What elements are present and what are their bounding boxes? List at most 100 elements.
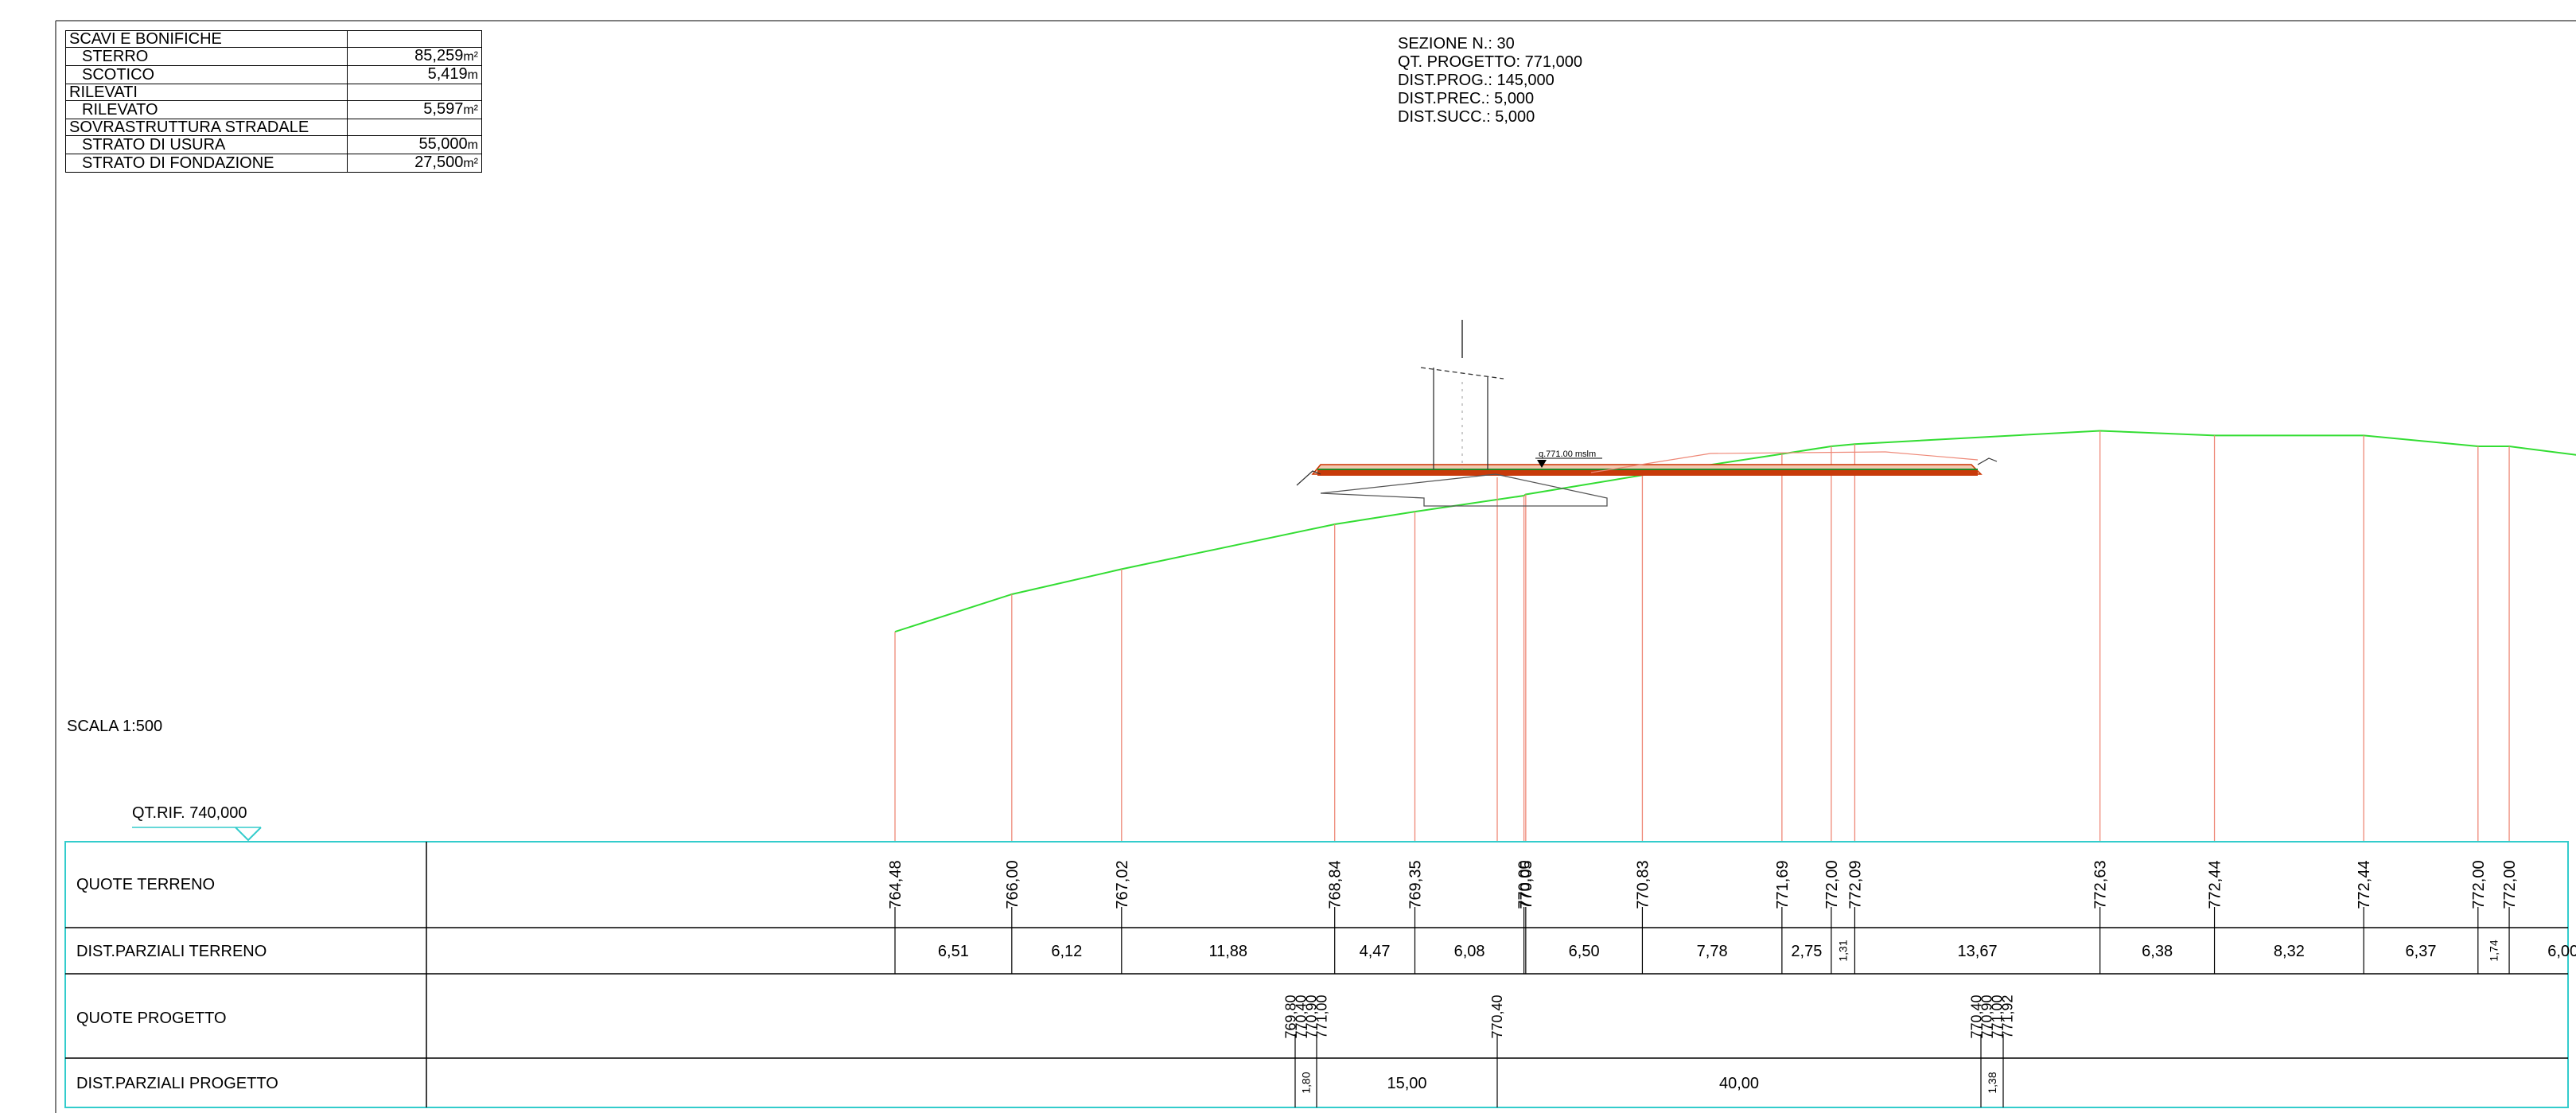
cut-right-line <box>1885 451 1979 461</box>
terrain-elevation-label: 764,48 <box>887 860 905 909</box>
quantity-number: 5,597 <box>423 100 464 118</box>
terrain-elevation-label: 772,00 <box>2470 860 2488 909</box>
terrain-elevation-label: 770,00 <box>1516 860 1534 909</box>
terrain-elevation-label: 766,00 <box>1004 860 1021 909</box>
quantity-category-row: SOVRASTRUTTURA STRADALE <box>65 119 482 136</box>
quantity-value: 27,500m² <box>347 154 482 173</box>
quantity-value: 85,259m² <box>347 47 482 66</box>
design-distance-label: 1,80 <box>1300 1072 1313 1093</box>
design-elevation-label: 771,00 <box>1990 994 2006 1038</box>
quantity-label: STERRO <box>65 47 348 66</box>
quantity-unit: m² <box>463 157 478 170</box>
quantity-number: 5,419 <box>427 65 468 83</box>
quantity-label: RILEVATO <box>65 100 348 119</box>
reference-level-label: QT.RIF. 740,000 <box>132 804 247 822</box>
quantity-row: SCOTICO 5,419m <box>65 65 482 84</box>
quantity-unit: m <box>467 138 478 152</box>
right-embankment-edge <box>1977 457 1998 465</box>
road-structure: q.771.00 mslm <box>1296 320 1998 507</box>
level-marker-icon <box>1537 460 1547 468</box>
design-elevation-label: 769,80 <box>1283 994 1299 1038</box>
quantity-unit: m <box>467 68 478 82</box>
terrain-distance-label: 4,47 <box>1360 943 1391 960</box>
quantity-label: STRATO DI FONDAZIONE <box>65 154 348 173</box>
quantity-label: SCAVI E BONIFICHE <box>65 30 348 48</box>
quantity-unit: m² <box>463 50 478 64</box>
left-embankment-edge <box>1296 470 1321 486</box>
terrain-distance-label: 6,12 <box>1051 943 1082 960</box>
terrain-distance-label: 13,67 <box>1958 943 1998 960</box>
design-elevation-label: 771,92 <box>2000 994 2016 1038</box>
axis-dashed-line <box>1420 367 1504 379</box>
design-elevation-label: 770,40 <box>1294 994 1309 1038</box>
section-info: SEZIONE N.: 30 QT. PROGETTO: 771,000 DIS… <box>1398 35 1582 126</box>
quantity-category-row: RILEVATI <box>65 84 482 101</box>
quantity-number: 55,000 <box>418 135 468 153</box>
band-label-quote-terreno: QUOTE TERRENO <box>76 876 215 893</box>
slab-left-line <box>1320 473 1496 494</box>
terrain-elevation-label: 767,02 <box>1114 860 1131 909</box>
terrain-verticals <box>894 430 2510 842</box>
terrain-distance-label: 6,08 <box>1454 943 1485 960</box>
design-elevation-label: 770,90 <box>1304 994 1320 1038</box>
terrain-distance-label: 6,51 <box>938 943 969 960</box>
slab-outline <box>1320 473 1608 507</box>
terrain-elevation-label: 770,05 <box>1518 860 1535 909</box>
cut-slope-line <box>1590 453 1711 473</box>
band-label-dist-progetto: DIST.PARZIALI PROGETTO <box>76 1075 278 1092</box>
terrain-distance-label: 8,32 <box>2274 943 2305 960</box>
quantities-table: SCAVI E BONIFICHE STERRO 85,259m² SCOTICO 5,… <box>65 30 482 173</box>
band-table: QUOTE TERRENO DIST.PARZIALI TERRENO QUOT… <box>64 841 2576 1108</box>
road-level-label: q.771.00 mslm <box>1539 449 1596 459</box>
quantity-number: 85,259 <box>414 47 464 64</box>
quantity-unit: m² <box>463 103 478 117</box>
design-distance-label: 1,38 <box>1986 1072 1998 1093</box>
quantity-value: 5,419m <box>347 65 482 84</box>
cut-top-line <box>1710 451 1886 454</box>
design-elevation-label: 771,00 <box>1314 994 1330 1038</box>
terrain-elevation-label: 771,69 <box>1774 860 1792 909</box>
terrain-elevation-label: 772,44 <box>2356 860 2373 909</box>
terrain-elevation-label: 768,84 <box>1327 860 1344 909</box>
terrain-elevation-label: 772,00 <box>2501 860 2519 909</box>
quantity-label: RILEVATI <box>65 84 348 101</box>
design-elevation-label: 770,90 <box>1979 994 1995 1038</box>
design-distance-label: 40,00 <box>1719 1075 1759 1092</box>
terrain-elevation-label: 772,09 <box>1846 860 1864 909</box>
terrain-band-values: 764,48 766,00 767,02 768,84 769,35 770,00770,… <box>887 860 2576 974</box>
terrain-distance-label: 1,31 <box>1837 940 1850 961</box>
quantity-value <box>347 30 482 48</box>
design-elevation-label: 770,40 <box>1969 994 1985 1038</box>
quantity-row: STRATO DI USURA 55,000m <box>65 135 482 154</box>
terrain-distance-label: 6,00 <box>2547 943 2576 960</box>
quantity-number: 27,500 <box>414 154 464 171</box>
quantity-label: SCOTICO <box>65 65 348 84</box>
terrain-profile-line <box>894 430 2576 633</box>
previous-distance: DIST.PREC.: 5,000 <box>1398 90 1535 107</box>
design-distance-label: 15,00 <box>1387 1075 1426 1092</box>
quantity-label: SOVRASTRUTTURA STRADALE <box>65 119 348 136</box>
quantity-category-row: SCAVI E BONIFICHE <box>65 30 482 48</box>
quantity-row: STERRO 85,259m² <box>65 47 482 66</box>
terrain-elevation-label: 772,63 <box>2092 860 2110 909</box>
road-layer <box>1317 469 1978 476</box>
terrain-distance-label: 6,50 <box>1569 943 1600 960</box>
design-elevation: QT. PROGETTO: 771,000 <box>1398 53 1582 71</box>
quantity-value <box>347 119 482 136</box>
quantity-row: STRATO DI FONDAZIONE 27,500m² <box>65 154 482 173</box>
terrain-distance-label: 1,74 <box>2487 940 2500 961</box>
quantity-row: RILEVATO 5,597m² <box>65 100 482 119</box>
quantity-value: 5,597m² <box>347 100 482 119</box>
section-number: SEZIONE N.: 30 <box>1398 35 1515 53</box>
band-label-dist-terreno: DIST.PARZIALI TERRENO <box>76 943 267 960</box>
terrain-elevation-label: 772,00 <box>1823 860 1841 909</box>
reference-marker-icon <box>235 827 262 842</box>
terrain-distance-label: 6,38 <box>2142 943 2173 960</box>
terrain-elevation-label: 770,83 <box>1634 860 1652 909</box>
terrain-distance-label: 2,75 <box>1791 943 1822 960</box>
progressive-distance: DIST.PROG.: 145,000 <box>1398 72 1555 89</box>
next-distance: DIST.SUCC.: 5,000 <box>1398 108 1535 126</box>
terrain-elevation-label: 772,44 <box>2207 860 2224 909</box>
